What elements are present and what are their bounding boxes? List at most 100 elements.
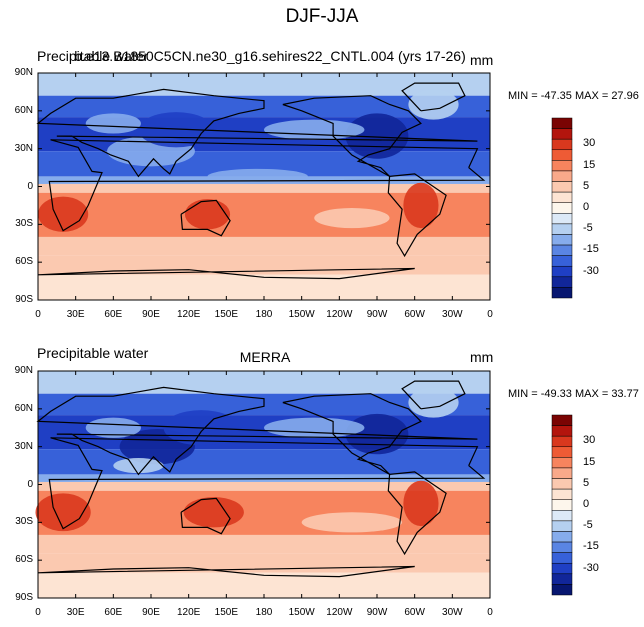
field-band	[38, 236, 490, 256]
coastline	[387, 471, 447, 556]
x-tick-label: 120W	[326, 309, 353, 320]
y-tick-label: 60S	[15, 256, 33, 268]
x-tick-label: 120E	[176, 309, 201, 320]
colorbar-label: -30	[583, 264, 599, 277]
colorbar-swatch	[551, 541, 573, 553]
colorbar-swatch	[551, 138, 573, 151]
field-anomaly	[183, 497, 244, 528]
coastline	[180, 199, 231, 237]
colorbar-swatch	[551, 510, 573, 522]
colorbar-label: -5	[583, 519, 593, 532]
colorbar-label: 15	[583, 455, 596, 468]
colorbar-swatch	[551, 149, 573, 161]
panel1-left-label: Precipitable water	[37, 48, 149, 64]
field-band	[38, 449, 490, 475]
panel1-colorbar	[551, 117, 573, 299]
field-anomaly	[85, 417, 141, 438]
coastline	[282, 95, 422, 177]
field-band	[38, 73, 490, 96]
y-tick-label: 30S	[15, 218, 33, 230]
colorbar-swatch	[551, 117, 573, 129]
colorbar-swatch	[551, 191, 573, 203]
field-band	[38, 474, 490, 482]
panel2-left-label: Precipitable water	[37, 345, 149, 361]
colorbar-swatch	[551, 478, 573, 490]
colorbar-swatch	[551, 499, 573, 511]
x-tick-label: 0	[35, 607, 41, 618]
coastline	[36, 386, 478, 476]
coastline	[401, 380, 466, 410]
coastline	[282, 393, 422, 475]
colorbar-swatch	[551, 287, 573, 299]
colorbar-label: 30	[583, 434, 596, 447]
field-anomaly	[408, 89, 459, 120]
y-tick-label: 90S	[15, 592, 33, 603]
colorbar-swatch	[551, 234, 573, 246]
field-band	[38, 534, 490, 554]
field-band	[38, 572, 490, 598]
panel1-map	[36, 72, 491, 301]
x-tick-label: 180	[255, 607, 273, 618]
x-tick-label: 150E	[214, 309, 238, 320]
colorbar-swatch	[551, 531, 573, 543]
field-anomaly	[85, 113, 141, 134]
y-tick-label: 90N	[14, 67, 33, 78]
x-tick-label: 30E	[66, 309, 85, 320]
field-anomaly	[301, 512, 403, 533]
colorbar-label: 15	[583, 158, 596, 171]
colorbar-label: -30	[583, 561, 599, 574]
field-anomaly	[314, 207, 390, 229]
y-tick-label: 60N	[14, 402, 33, 414]
x-tick-label: 60W	[404, 309, 425, 320]
x-tick-label: 0	[487, 309, 493, 320]
panel2-units: mm	[470, 349, 494, 365]
y-tick-label: 90N	[14, 365, 33, 376]
colorbar-swatch	[551, 265, 573, 278]
y-tick-label: 60S	[15, 554, 33, 566]
field-anomaly	[184, 199, 231, 230]
x-tick-label: 60E	[104, 607, 123, 618]
x-tick-label: 90W	[366, 309, 388, 320]
y-tick-label: 60N	[14, 104, 33, 116]
coastline	[387, 173, 447, 258]
panel2-center-label: MERRA	[239, 349, 291, 365]
field-anomaly	[138, 112, 214, 148]
field-band	[38, 274, 490, 300]
colorbar-swatch	[551, 276, 573, 288]
field-anomaly	[113, 458, 164, 474]
y-tick-label: 30S	[15, 516, 33, 528]
colorbar-swatch	[551, 457, 573, 469]
colorbar-swatch	[551, 255, 573, 267]
colorbar-swatch	[551, 520, 573, 532]
y-tick-label: 0	[27, 478, 33, 490]
colorbar-swatch	[551, 414, 573, 426]
colorbar-label: 0	[583, 201, 590, 213]
panel1-units: mm	[470, 52, 494, 68]
colorbar-label: -5	[583, 222, 593, 235]
field-band	[38, 183, 490, 193]
colorbar-swatch	[551, 170, 573, 182]
colorbar-swatch	[551, 181, 573, 193]
x-tick-label: 90E	[142, 309, 160, 320]
colorbar-swatch	[551, 488, 573, 500]
field-anomaly	[408, 387, 459, 418]
coastline	[48, 139, 486, 232]
colorbar-swatch	[551, 244, 573, 256]
field-anomaly	[264, 417, 365, 438]
y-tick-label: 90S	[15, 294, 33, 305]
colorbar-swatch	[551, 552, 573, 564]
y-tick-label: 30N	[14, 142, 33, 154]
x-tick-label: 60E	[104, 309, 123, 320]
colorbar-swatch	[551, 584, 573, 596]
colorbar-swatch	[551, 213, 573, 225]
colorbar-label: -15	[583, 243, 599, 256]
colorbar-swatch	[551, 160, 573, 172]
coastline	[36, 88, 478, 178]
coastline	[180, 497, 231, 535]
panel2-minmax: MIN = -49.33 MAX = 33.77	[508, 388, 639, 400]
x-tick-label: 150W	[288, 607, 315, 618]
colorbar-label: -15	[583, 540, 599, 553]
x-tick-label: 30W	[442, 607, 463, 618]
x-tick-label: 150E	[214, 607, 238, 618]
field-anomaly	[35, 493, 91, 532]
